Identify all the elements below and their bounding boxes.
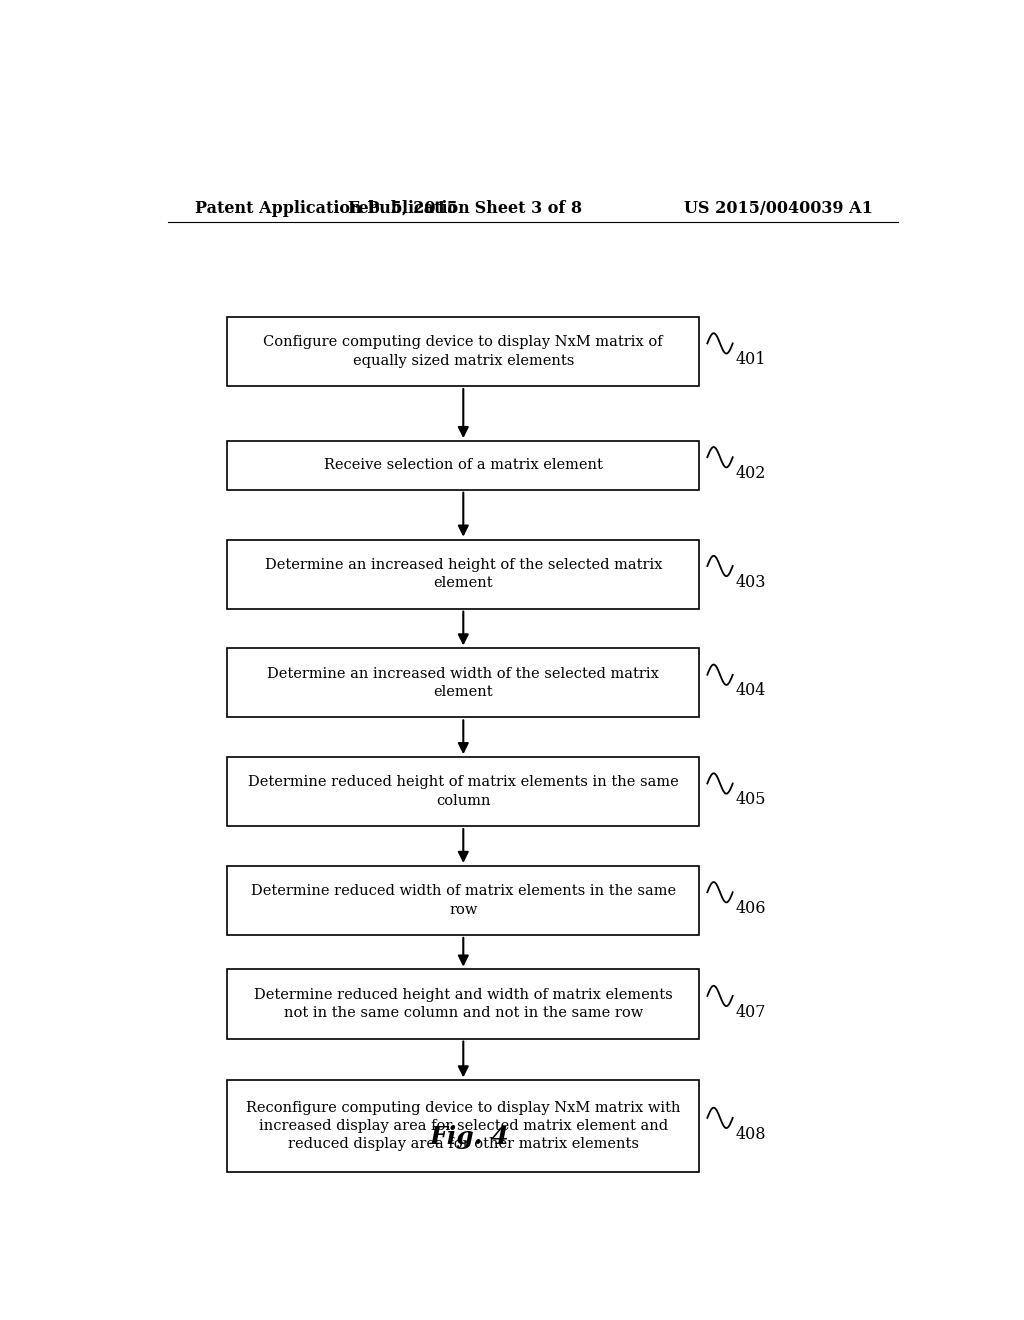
Text: Determine reduced height and width of matrix elements
not in the same column and: Determine reduced height and width of ma… (254, 987, 673, 1020)
Text: Patent Application Publication: Patent Application Publication (196, 199, 470, 216)
Text: US 2015/0040039 A1: US 2015/0040039 A1 (684, 199, 873, 216)
Text: Reconfigure computing device to display NxM matrix with
increased display area f: Reconfigure computing device to display … (246, 1101, 681, 1151)
Text: 405: 405 (735, 791, 766, 808)
Text: 408: 408 (735, 1126, 766, 1143)
Bar (227, 540, 699, 609)
Text: Configure computing device to display NxM matrix of
equally sized matrix element: Configure computing device to display Nx… (263, 335, 664, 368)
Text: 403: 403 (735, 574, 766, 591)
Bar (227, 758, 699, 826)
Bar (227, 969, 699, 1039)
Text: Determine reduced height of matrix elements in the same
column: Determine reduced height of matrix eleme… (248, 775, 679, 808)
Text: 407: 407 (735, 1003, 766, 1020)
Text: 406: 406 (735, 900, 766, 917)
Bar (227, 317, 699, 385)
Text: Receive selection of a matrix element: Receive selection of a matrix element (324, 458, 603, 473)
Text: Feb. 5, 2015   Sheet 3 of 8: Feb. 5, 2015 Sheet 3 of 8 (348, 199, 583, 216)
Bar (227, 866, 699, 935)
Text: Determine an increased width of the selected matrix
element: Determine an increased width of the sele… (267, 667, 659, 700)
Bar (227, 648, 699, 718)
Text: 402: 402 (735, 465, 766, 482)
Text: Determine an increased height of the selected matrix
element: Determine an increased height of the sel… (264, 558, 663, 590)
Text: 401: 401 (735, 351, 766, 368)
Bar (227, 441, 699, 490)
Text: 404: 404 (735, 682, 766, 700)
Bar (227, 1080, 699, 1172)
Text: Fig. 4: Fig. 4 (429, 1126, 509, 1150)
Text: Determine reduced width of matrix elements in the same
row: Determine reduced width of matrix elemen… (251, 884, 676, 916)
